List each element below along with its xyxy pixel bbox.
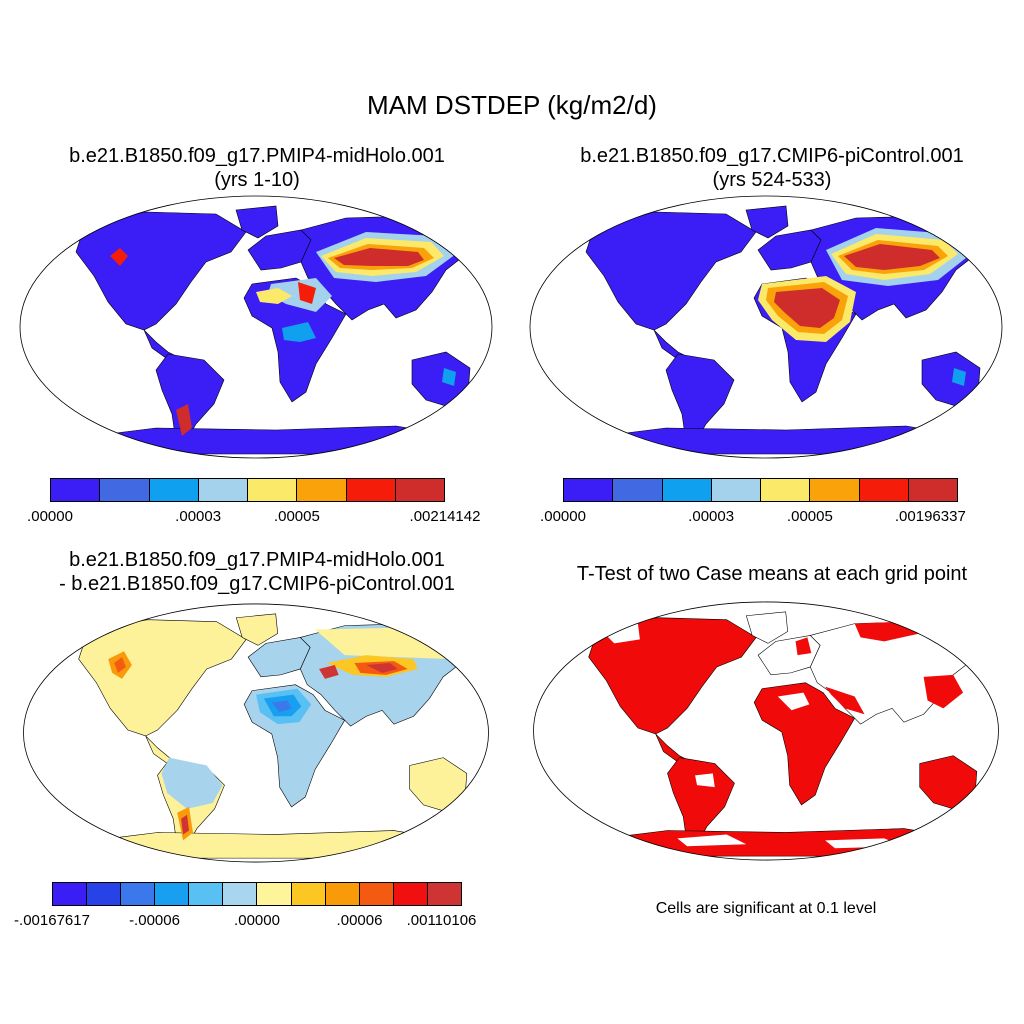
significance-note: Cells are significant at 0.1 level [655,900,877,917]
main-title: MAM DSTDEP (kg/m2/d) [367,90,657,120]
panel-title-line2: (yrs 1-10) [214,169,300,191]
colorbar-cell [100,479,150,501]
colorbar-cell [189,883,224,905]
map-bottom-right [533,601,999,861]
panel-title-bottom-right: T-Test of two Case means at each grid po… [576,563,968,585]
colorbar-tick-label: .00110106 [406,912,477,929]
panel-title-top-left: b.e21.B1850.f09_g17.PMIP4-midHolo.001 (y… [12,144,502,192]
colorbar-tick-label: .00196337 [894,508,966,525]
colorbar-cell [291,883,326,905]
map-bottom-left [23,603,489,863]
colorbar-cell [346,479,396,501]
colorbar-cell [859,479,909,501]
colorbar-cell [613,479,663,501]
colorbar-tick-label: -.00167617 [14,912,90,929]
panel-title-line2: (yrs 524-533) [712,169,832,191]
colorbar-cell [662,479,712,501]
colorbar-cell [198,479,248,501]
colorbar-tick-label: .00000 [27,508,73,525]
panel-title-top-right: b.e21.B1850.f09_g17.CMIP6-piControl.001 … [522,144,1022,192]
colorbar-cell [121,883,156,905]
panel-title-line1: b.e21.B1850.f09_g17.PMIP4-midHolo.001 [69,145,445,167]
map-top-right [529,195,1003,459]
colorbar-cell [711,479,761,501]
colorbar-cell [155,883,190,905]
panel-title-line1: b.e21.B1850.f09_g17.PMIP4-midHolo.001 [69,549,445,571]
colorbar-cell [359,883,394,905]
colorbar-tick-label: .00005 [273,508,320,525]
colorbar-cell [149,479,199,501]
colorbar-cell [908,479,957,501]
colorbar-cell [87,883,122,905]
colorbar-tick-label: .00214142 [409,508,481,525]
colorbar-labels-bottom-left: -.00167617 -.00006 .00000 .00006 .001101… [14,912,476,932]
colorbar-tick-label: .00005 [786,508,833,525]
colorbar-cell [393,883,428,905]
colorbar-cell [257,883,292,905]
colorbar-labels-top-left: .00000 .00003 .00005 .00214142 [27,508,480,528]
colorbar-tick-label: .00000 [234,912,280,929]
colorbar-tick-label: .00006 [336,912,383,929]
panel-title-line2: - b.e21.B1850.f09_g17.CMIP6-piControl.00… [59,573,455,595]
panel-title-line1: b.e21.B1850.f09_g17.CMIP6-piControl.001 [580,145,964,167]
colorbar-bottom-left [52,882,462,906]
colorbar-cell [297,479,347,501]
colorbar-cell [395,479,444,501]
colorbar-cell [223,883,258,905]
colorbar-cell [51,479,101,501]
colorbar-cell [325,883,360,905]
colorbar-cell [53,883,88,905]
colorbar-tick-label: .00003 [688,508,735,525]
map-top-left [19,195,493,459]
colorbar-cell [248,479,298,501]
colorbar-tick-label: .00003 [175,508,222,525]
colorbar-cell [564,479,614,501]
panel-title-bottom-left: b.e21.B1850.f09_g17.PMIP4-midHolo.001 - … [12,548,502,596]
colorbar-cell [810,479,860,501]
colorbar-top-left [50,478,445,502]
colorbar-top-right [563,478,958,502]
colorbar-tick-label: .00000 [540,508,586,525]
colorbar-cell [427,883,461,905]
colorbar-cell [761,479,811,501]
colorbar-labels-top-right: .00000 .00003 .00005 .00196337 [540,508,966,528]
colorbar-tick-label: -.00006 [129,912,180,929]
